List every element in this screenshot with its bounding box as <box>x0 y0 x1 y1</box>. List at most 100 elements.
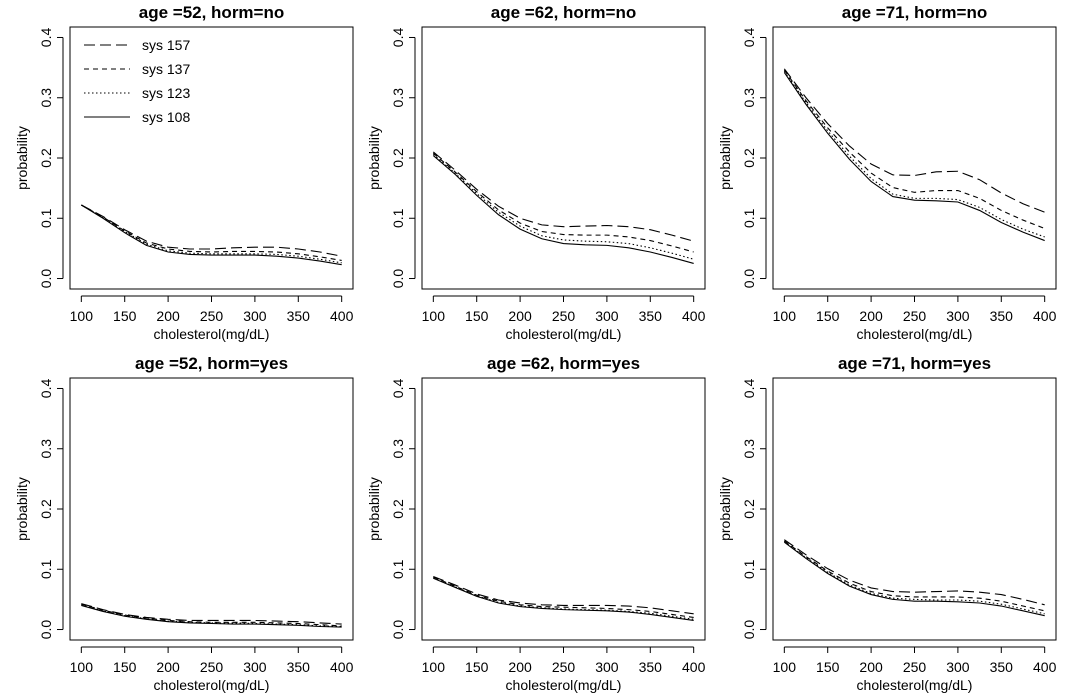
y-tick-label: 0.0 <box>741 269 757 289</box>
y-tick-label: 0.1 <box>38 559 54 579</box>
series-line <box>81 204 342 261</box>
y-tick-label: 0.2 <box>741 499 757 519</box>
y-axis-label: probability <box>717 126 733 190</box>
x-axis-label: cholesterol(mg/dL) <box>154 677 270 693</box>
x-tick-label: 350 <box>639 659 663 675</box>
x-tick-label: 300 <box>243 308 267 324</box>
x-tick-label: 200 <box>156 308 180 324</box>
y-tick-label: 0.2 <box>38 499 54 519</box>
y-tick-label: 0.0 <box>38 620 54 640</box>
y-axis-label: probability <box>366 477 382 541</box>
series-line <box>432 152 694 253</box>
panel-title: age =52, horm=yes <box>135 354 288 373</box>
series-line <box>81 603 342 625</box>
y-tick-label: 0.0 <box>741 620 757 640</box>
plot-frame <box>772 26 1057 290</box>
x-tick-label: 150 <box>816 659 840 675</box>
series-line <box>783 72 1045 242</box>
x-tick-label: 150 <box>113 659 137 675</box>
x-tick-label: 200 <box>156 659 180 675</box>
x-tick-label: 350 <box>639 308 663 324</box>
chart-panel: age =52, horm=no 100 150 200 250 300 350 400 cho… <box>14 3 354 342</box>
x-axis-label: cholesterol(mg/dL) <box>154 326 270 342</box>
y-axis-label: probability <box>366 126 382 190</box>
y-tick-label: 0.0 <box>390 269 406 289</box>
y-tick-label: 0.1 <box>390 208 406 228</box>
chart-panel: age =62, horm=yes 100 150 200 250 300 350 400 ch… <box>366 354 706 693</box>
series-line <box>81 604 342 628</box>
x-tick-label: 350 <box>287 659 311 675</box>
y-tick-label: 0.0 <box>390 620 406 640</box>
x-tick-label: 200 <box>859 659 883 675</box>
series-line <box>432 151 694 242</box>
panel-title: age =52, horm=no <box>139 3 285 22</box>
legend-label: sys 137 <box>142 61 190 77</box>
x-tick-label: 150 <box>465 659 489 675</box>
x-tick-label: 350 <box>990 308 1014 324</box>
y-tick-label: 0.4 <box>38 379 54 399</box>
x-axis-label: cholesterol(mg/dL) <box>857 677 973 693</box>
y-tick-label: 0.3 <box>38 88 54 108</box>
series-line <box>81 204 342 266</box>
series-line <box>783 541 1045 617</box>
panel-title: age =71, horm=yes <box>838 354 991 373</box>
y-tick-label: 0.1 <box>38 208 54 228</box>
series-line <box>783 69 1045 230</box>
y-tick-label: 0.3 <box>741 88 757 108</box>
legend-label: sys 108 <box>142 109 190 125</box>
x-axis-label: cholesterol(mg/dL) <box>506 677 622 693</box>
x-tick-label: 400 <box>682 308 706 324</box>
x-tick-label: 300 <box>243 659 267 675</box>
chart-panel: age =52, horm=yes 100 150 200 250 300 350 400 ch… <box>14 354 354 693</box>
series-line <box>784 539 1045 606</box>
x-tick-label: 400 <box>1033 308 1057 324</box>
legend-label: sys 123 <box>142 85 190 101</box>
x-tick-label: 100 <box>422 308 446 324</box>
x-tick-label: 300 <box>946 659 970 675</box>
plot-frame <box>421 26 706 290</box>
x-axis-label: cholesterol(mg/dL) <box>857 326 973 342</box>
x-tick-label: 400 <box>330 308 354 324</box>
plot-frame <box>69 377 354 641</box>
x-tick-label: 300 <box>595 659 619 675</box>
y-tick-label: 0.3 <box>390 88 406 108</box>
legend-label: sys 157 <box>142 37 190 53</box>
series-line <box>433 575 694 615</box>
series-line <box>81 603 342 627</box>
x-tick-label: 400 <box>682 659 706 675</box>
series-line <box>783 68 1045 213</box>
series-line <box>81 204 342 264</box>
x-tick-label: 100 <box>70 659 94 675</box>
y-tick-label: 0.2 <box>38 148 54 168</box>
x-axis-label: cholesterol(mg/dL) <box>506 326 622 342</box>
panel-title: age =71, horm=no <box>842 3 988 22</box>
x-tick-label: 250 <box>200 659 224 675</box>
plot-frame <box>69 26 354 290</box>
y-tick-label: 0.3 <box>390 439 406 459</box>
x-tick-label: 250 <box>200 308 224 324</box>
panel-title: age =62, horm=no <box>491 3 637 22</box>
x-tick-label: 100 <box>422 659 446 675</box>
x-tick-label: 350 <box>990 659 1014 675</box>
chart-panel: age =62, horm=no 100 150 200 250 300 350 400 cho… <box>366 3 706 342</box>
y-tick-label: 0.3 <box>38 439 54 459</box>
y-tick-label: 0.4 <box>741 28 757 48</box>
x-tick-label: 400 <box>330 659 354 675</box>
x-tick-label: 250 <box>903 308 927 324</box>
x-tick-label: 250 <box>552 659 576 675</box>
x-tick-label: 150 <box>465 308 489 324</box>
y-tick-label: 0.4 <box>38 28 54 48</box>
series-line <box>433 577 694 622</box>
y-tick-label: 0.2 <box>390 148 406 168</box>
series-line <box>81 604 342 628</box>
y-tick-label: 0.4 <box>390 379 406 399</box>
chart-panel: age =71, horm=no 100 150 200 250 300 350 400 cho… <box>717 3 1057 342</box>
y-tick-label: 0.1 <box>390 559 406 579</box>
x-tick-label: 250 <box>552 308 576 324</box>
x-tick-label: 250 <box>903 659 927 675</box>
x-tick-label: 200 <box>508 308 532 324</box>
x-tick-label: 300 <box>946 308 970 324</box>
x-tick-label: 300 <box>595 308 619 324</box>
panel-title: age =62, horm=yes <box>487 354 640 373</box>
